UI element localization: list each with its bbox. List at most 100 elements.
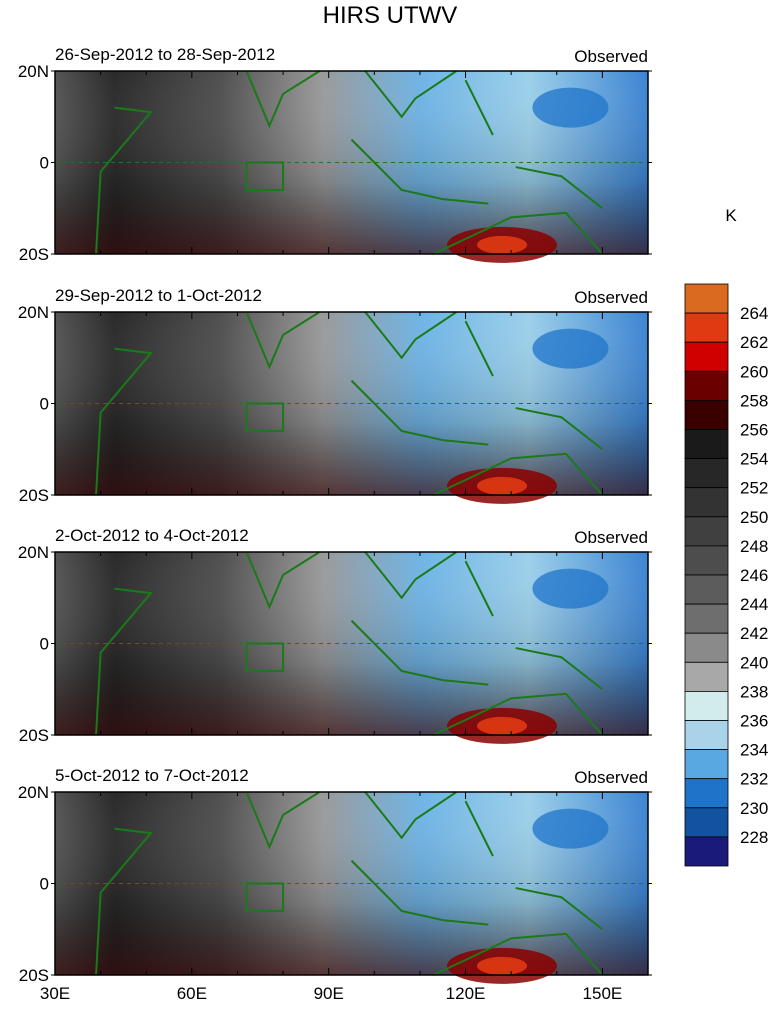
coastline-philippines: [464, 320, 494, 377]
colorbar-label: 258: [740, 391, 768, 410]
x-tick-label: 60E: [177, 984, 207, 1003]
x-tick-label: 30E: [40, 984, 70, 1003]
colorbar-swatch: [684, 574, 729, 605]
coastline-australia: [433, 692, 604, 736]
panel-date-label: 26-Sep-2012 to 28-Sep-2012: [55, 45, 275, 64]
map-panel: 29-Sep-2012 to 1-Oct-2012 Observed 20N 0 20S: [18, 286, 652, 505]
colorbar-swatch: [684, 458, 729, 489]
colorbar-swatch: [684, 603, 729, 634]
coastline-indonesia: [350, 619, 489, 686]
coastline-indochina: [364, 311, 457, 360]
map-panel: 5-Oct-2012 to 7-Oct-2012 Observed 20N 0 20S: [18, 766, 652, 985]
colorbar-label: 236: [740, 712, 768, 731]
colorbar-label: 256: [740, 421, 768, 440]
colorbar-swatch: [684, 545, 729, 576]
moist-region: [532, 87, 609, 128]
region-box: [245, 642, 285, 672]
y-tick-label: 20N: [18, 543, 49, 562]
colorbar-label: 252: [740, 479, 768, 498]
panel-date-label: 5-Oct-2012 to 7-Oct-2012: [55, 766, 249, 785]
colorbar-swatch: [684, 283, 729, 314]
colorbar-label: 262: [740, 333, 768, 352]
panel-tag: Observed: [574, 528, 648, 547]
y-tick-label: 20S: [19, 726, 49, 745]
x-tick-label: 120E: [446, 984, 486, 1003]
coastline-indonesia: [350, 379, 489, 446]
warm-core: [477, 956, 528, 975]
coastline-new-guinea: [515, 887, 604, 931]
coastline-new-guinea: [515, 166, 604, 210]
x-tick-label: 150E: [583, 984, 623, 1003]
colorbar-label: 238: [740, 682, 768, 701]
y-tick-label: 0: [40, 395, 49, 414]
coastline-new-guinea: [515, 407, 604, 451]
region-box: [245, 882, 285, 912]
colorbar-swatch: [684, 429, 729, 460]
y-tick-label: 20N: [18, 62, 49, 81]
coastline-philippines: [464, 800, 494, 857]
coastline-africa: [95, 106, 153, 255]
colorbar-label: 244: [740, 595, 768, 614]
y-tick-label: 20S: [19, 966, 49, 985]
colorbar-swatch: [684, 749, 729, 780]
coastline-philippines: [464, 560, 494, 617]
colorbar-swatch: [684, 312, 729, 343]
moist-region: [532, 328, 609, 369]
coastline-africa: [95, 347, 153, 496]
colorbar-swatch: [684, 720, 729, 751]
colorbar-swatch: [684, 807, 729, 838]
colorbar-label: 228: [740, 828, 768, 847]
coastline-india: [245, 70, 321, 129]
chart-title: HIRS UTWV: [322, 2, 458, 29]
warm-core: [477, 716, 528, 735]
coastline-australia: [433, 452, 604, 496]
coastline-philippines: [464, 79, 494, 136]
colorbar-label: 264: [740, 304, 768, 323]
units-label: K: [725, 206, 737, 225]
coastline-indochina: [364, 551, 457, 600]
moist-region: [532, 808, 609, 849]
colorbar-label: 246: [740, 566, 768, 585]
y-tick-label: 0: [40, 635, 49, 654]
colorbar-swatch: [684, 778, 729, 809]
coastline-australia: [433, 211, 604, 255]
coastline-new-guinea: [515, 647, 604, 691]
colorbar-swatch: [684, 632, 729, 663]
y-tick-label: 0: [40, 875, 49, 894]
colorbar-label: 254: [740, 450, 768, 469]
y-tick-label: 0: [40, 154, 49, 173]
colorbar-swatch: [684, 487, 729, 518]
region-box: [245, 402, 285, 432]
moist-region: [532, 568, 609, 609]
warm-core: [477, 235, 528, 254]
warm-core: [477, 476, 528, 495]
colorbar-label: 234: [740, 741, 768, 760]
coastline-africa: [95, 827, 153, 976]
y-tick-label: 20N: [18, 783, 49, 802]
panel-tag: Observed: [574, 288, 648, 307]
panel-tag: Observed: [574, 47, 648, 66]
coastline-indonesia: [350, 859, 489, 926]
map-panel: 26-Sep-2012 to 28-Sep-2012 Observed 20N 0 20…: [18, 45, 652, 264]
colorbar-label: 240: [740, 653, 768, 672]
colorbar-swatch: [684, 691, 729, 721]
y-tick-label: 20S: [19, 245, 49, 264]
coastline-india: [245, 551, 321, 610]
coastline-india: [245, 311, 321, 370]
coastline-india: [245, 791, 321, 850]
x-tick-label: 90E: [314, 984, 344, 1003]
map-panel: 2-Oct-2012 to 4-Oct-2012 Observed 20N 0 20S: [18, 526, 652, 745]
coastline-africa: [95, 587, 153, 736]
colorbar-label: 230: [740, 799, 768, 818]
colorbar-swatch: [684, 370, 729, 401]
panel-date-label: 2-Oct-2012 to 4-Oct-2012: [55, 526, 249, 545]
colorbar-swatch: [684, 516, 729, 547]
colorbar-label: 232: [740, 770, 768, 789]
colorbar-label: 248: [740, 537, 768, 556]
panel-tag: Observed: [574, 768, 648, 787]
colorbar-swatch: [684, 399, 729, 430]
region-box: [245, 161, 285, 191]
coastline-australia: [433, 932, 604, 976]
colorbar-swatch: [684, 341, 729, 372]
colorbar-swatch: [684, 836, 729, 867]
